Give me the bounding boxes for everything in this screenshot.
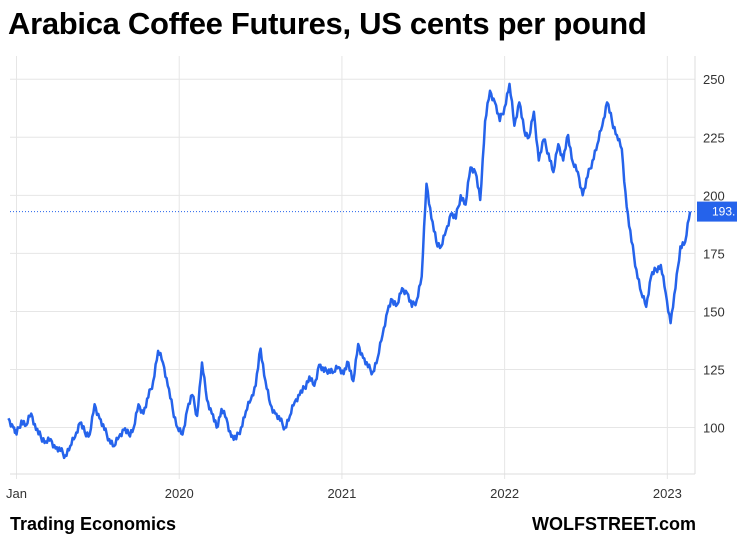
last-value-label: 193. — [712, 205, 735, 219]
source-trading-economics: Trading Economics — [10, 514, 177, 534]
y-tick-label: 150 — [703, 304, 725, 319]
y-tick-label: 125 — [703, 363, 725, 378]
y-tick-label: 100 — [703, 421, 725, 436]
x-ticks: Jan 2020 2021 2022 2023 — [6, 486, 682, 501]
last-value-badge: 193. — [697, 201, 737, 222]
x-tick-label: 2022 — [490, 486, 519, 501]
chart-title: Arabica Coffee Futures, US cents per pou… — [8, 6, 647, 41]
y-tick-label: 225 — [703, 130, 725, 145]
x-tick-label: 2021 — [327, 486, 356, 501]
coffee-price-line — [7, 82, 692, 460]
source-wolfstreet: WOLFSTREET.com — [532, 514, 697, 534]
y-tick-label: 200 — [703, 188, 725, 203]
y-ticks: 100 125 150 175 200 225 250 — [703, 72, 725, 435]
x-tick-label: 2023 — [653, 486, 682, 501]
y-tick-label: 250 — [703, 72, 725, 87]
y-tick-label: 175 — [703, 246, 725, 261]
x-tick-label: Jan — [6, 486, 27, 501]
gridlines — [10, 56, 695, 479]
x-tick-label: 2020 — [165, 486, 194, 501]
last-value-badge-bg — [697, 201, 737, 222]
